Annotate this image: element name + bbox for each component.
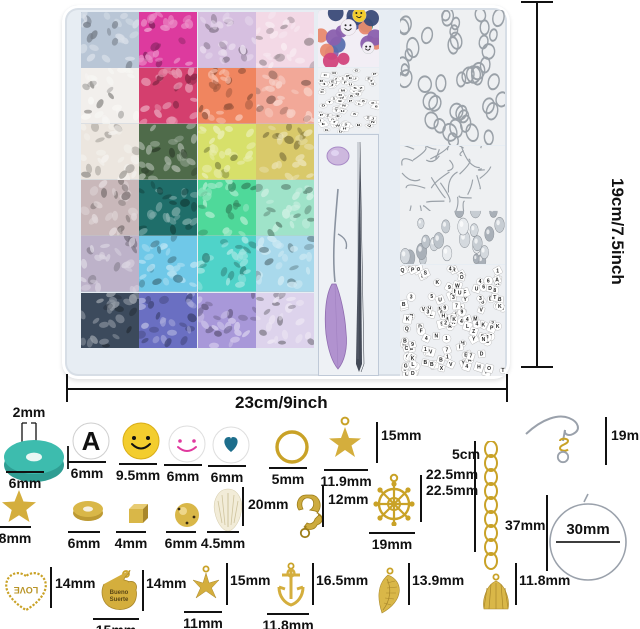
- svg-text:T: T: [328, 100, 332, 104]
- svg-text:1: 1: [445, 336, 448, 342]
- svg-text:B: B: [403, 338, 407, 344]
- svg-text:Q: Q: [401, 268, 405, 274]
- svg-text:C: C: [320, 90, 324, 94]
- svg-text:D: D: [480, 351, 484, 357]
- svg-text:N: N: [371, 120, 375, 124]
- svg-text:N: N: [482, 337, 486, 343]
- svg-text:G: G: [404, 364, 408, 370]
- svg-text:M: M: [341, 88, 346, 92]
- svg-text:1: 1: [496, 268, 499, 274]
- svg-text:3: 3: [479, 296, 482, 302]
- svg-text:7: 7: [446, 348, 449, 354]
- svg-text:9: 9: [460, 310, 463, 316]
- svg-text:7: 7: [455, 303, 458, 309]
- svg-text:4: 4: [465, 364, 468, 370]
- svg-text:3: 3: [426, 309, 429, 315]
- svg-text:B: B: [338, 99, 342, 103]
- svg-text:K: K: [436, 280, 440, 286]
- svg-text:C: C: [405, 346, 409, 352]
- svg-text:U: U: [438, 297, 442, 303]
- svg-text:A: A: [82, 426, 101, 456]
- svg-text:P: P: [320, 113, 324, 117]
- svg-text:F: F: [344, 81, 348, 85]
- svg-text:U: U: [475, 286, 479, 292]
- svg-text:I: I: [320, 118, 321, 122]
- svg-text:4: 4: [460, 319, 463, 325]
- svg-text:B: B: [402, 302, 406, 308]
- svg-text:R: R: [320, 79, 324, 83]
- svg-text:B: B: [430, 362, 434, 368]
- svg-text:7: 7: [469, 354, 472, 360]
- svg-text:4: 4: [476, 322, 479, 328]
- svg-text:Q: Q: [405, 326, 409, 332]
- svg-text:1: 1: [424, 347, 427, 353]
- svg-text:2: 2: [444, 321, 447, 327]
- svg-text:5: 5: [430, 294, 433, 300]
- svg-text:L: L: [358, 102, 362, 106]
- svg-text:4: 4: [449, 266, 452, 272]
- svg-text:4: 4: [425, 336, 428, 342]
- svg-text:H: H: [477, 365, 481, 371]
- svg-text:H: H: [341, 109, 345, 113]
- svg-text:B: B: [357, 123, 361, 127]
- svg-text:F: F: [420, 329, 423, 335]
- svg-text:E: E: [322, 122, 326, 126]
- svg-text:D: D: [321, 104, 325, 108]
- svg-text:N: N: [435, 333, 439, 339]
- svg-text:K: K: [496, 324, 500, 330]
- svg-text:P: P: [349, 99, 353, 103]
- svg-text:K: K: [498, 304, 502, 310]
- svg-text:S: S: [353, 86, 357, 90]
- svg-text:9: 9: [448, 285, 451, 291]
- svg-text:6: 6: [487, 278, 490, 284]
- svg-text:30mm: 30mm: [566, 521, 609, 538]
- svg-text:K: K: [406, 317, 410, 323]
- svg-text:E: E: [331, 80, 335, 84]
- svg-text:Bueno: Bueno: [110, 590, 129, 596]
- svg-text:9: 9: [411, 342, 414, 348]
- svg-text:D: D: [488, 286, 492, 292]
- svg-text:A: A: [495, 277, 499, 283]
- svg-text:O: O: [460, 275, 464, 281]
- svg-text:L: L: [411, 362, 414, 368]
- svg-text:T: T: [335, 109, 339, 113]
- svg-text:G: G: [354, 69, 358, 73]
- svg-text:Z: Z: [472, 329, 475, 335]
- svg-text:Suerte: Suerte: [110, 597, 129, 603]
- svg-text:6: 6: [482, 285, 485, 291]
- svg-text:K: K: [452, 317, 456, 323]
- svg-text:H: H: [441, 313, 445, 319]
- svg-text:9: 9: [443, 306, 446, 312]
- svg-text:U: U: [458, 290, 462, 296]
- svg-text:E: E: [349, 76, 353, 80]
- svg-text:B: B: [439, 357, 443, 363]
- svg-text:L: L: [466, 324, 469, 330]
- svg-text:D: D: [411, 371, 415, 376]
- svg-text:N: N: [342, 104, 346, 108]
- svg-text:2mm: 2mm: [13, 405, 46, 420]
- svg-text:LOVE: LOVE: [14, 585, 39, 595]
- svg-text:B: B: [424, 360, 428, 366]
- svg-text:3: 3: [410, 295, 413, 301]
- svg-text:3: 3: [452, 295, 455, 301]
- svg-text:0: 0: [417, 267, 420, 273]
- svg-text:P: P: [373, 72, 377, 76]
- svg-text:D: D: [338, 93, 342, 97]
- svg-text:C: C: [323, 73, 327, 77]
- svg-text:K: K: [481, 322, 485, 328]
- svg-text:G: G: [325, 128, 329, 132]
- svg-text:O: O: [487, 366, 491, 372]
